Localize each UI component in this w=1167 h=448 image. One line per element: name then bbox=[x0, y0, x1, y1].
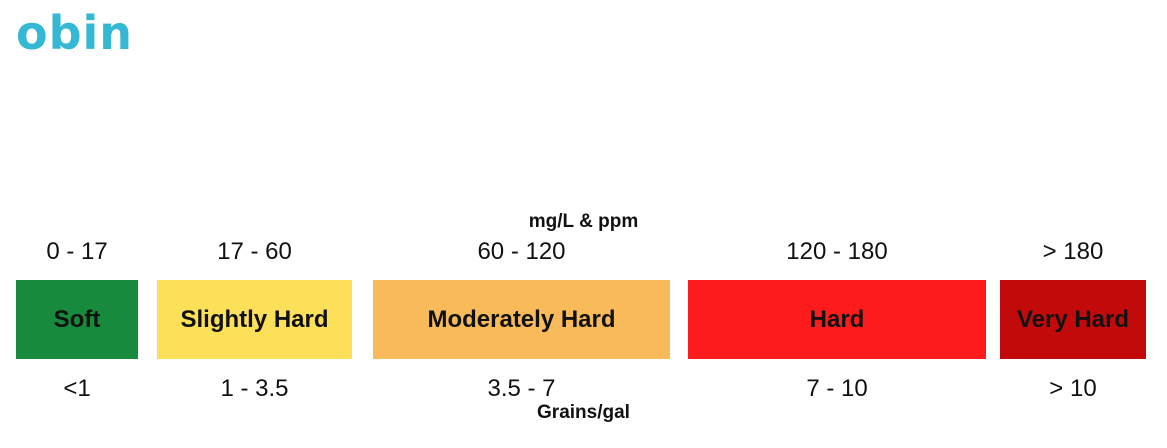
hardness-box: Very Hard bbox=[1000, 280, 1146, 359]
ppm-range: 60 - 120 bbox=[477, 238, 566, 265]
hardness-label: Moderately Hard bbox=[427, 305, 616, 333]
grains-range: 3.5 - 7 bbox=[487, 375, 556, 402]
ppm-range: 120 - 180 bbox=[786, 238, 888, 265]
grains-unit-label: Grains/gal bbox=[537, 402, 630, 423]
ppm-range: 0 - 17 bbox=[46, 238, 108, 265]
hardness-label: Slightly Hard bbox=[180, 305, 329, 333]
hardness-label: Soft bbox=[53, 305, 101, 333]
logo: obin bbox=[16, 6, 134, 60]
hardness-box: Moderately Hard bbox=[373, 280, 670, 359]
hardness-label: Very Hard bbox=[1016, 305, 1130, 333]
grains-range: > 10 bbox=[1049, 375, 1097, 402]
grains-range: 7 - 10 bbox=[806, 375, 868, 402]
hardness-box: Soft bbox=[16, 280, 138, 359]
grains-range: <1 bbox=[63, 375, 91, 402]
ppm-unit-label: mg/L & ppm bbox=[528, 211, 639, 232]
ppm-range: > 180 bbox=[1042, 238, 1104, 265]
hardness-box: Slightly Hard bbox=[157, 280, 352, 359]
grains-range: 1 - 3.5 bbox=[220, 375, 289, 402]
hardness-box: Hard bbox=[688, 280, 986, 359]
ppm-range: 17 - 60 bbox=[217, 238, 292, 265]
hardness-label: Hard bbox=[809, 305, 865, 333]
